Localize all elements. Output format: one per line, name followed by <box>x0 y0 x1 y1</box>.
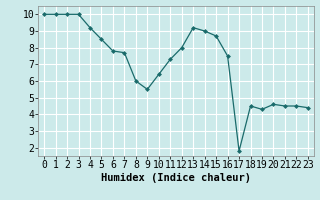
X-axis label: Humidex (Indice chaleur): Humidex (Indice chaleur) <box>101 173 251 183</box>
